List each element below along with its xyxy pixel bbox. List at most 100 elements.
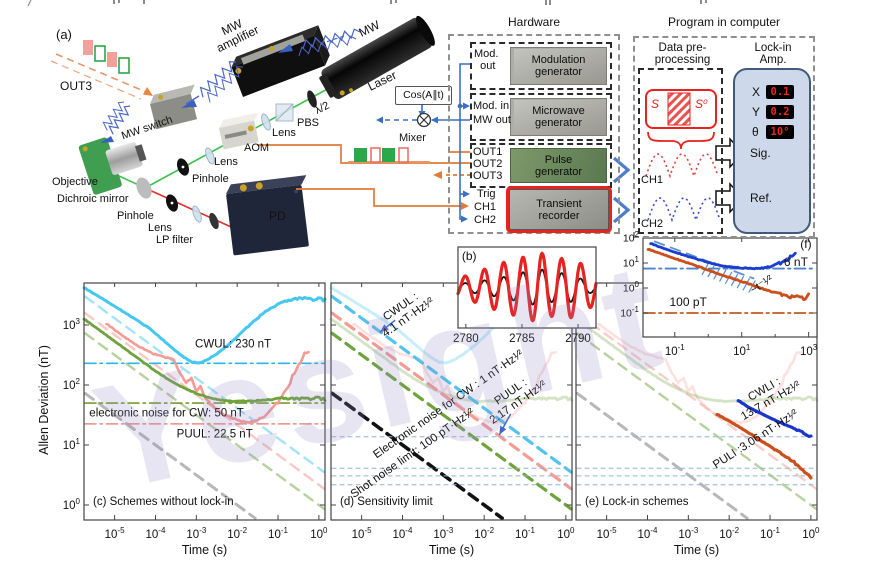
lockin-ref-label: Ref. (750, 191, 773, 205)
x-tick-label: 10-1 (760, 526, 780, 541)
hardware-wires-blue (378, 63, 470, 220)
mixer-symbol (416, 112, 432, 128)
out3-signal-line (50, 40, 153, 100)
ref-line (330, 311, 573, 491)
lp-filter-optic (209, 212, 219, 230)
device-name: Modulation generator (531, 54, 586, 78)
label-pinhole-2: Pinhole (117, 210, 154, 222)
s0-hatched-region (667, 92, 691, 126)
label-pd: PD (269, 209, 286, 223)
x-axis-label: Time (s) (673, 543, 720, 557)
series-cw-lock-in (649, 242, 797, 271)
lockin-x-value: 0.1 (766, 85, 794, 99)
half-wave-plate (307, 90, 317, 108)
ref-line (330, 295, 573, 474)
panel-a-label: (a) (56, 27, 72, 42)
ref-line (84, 312, 326, 490)
series-pulsed-lock-in (646, 247, 810, 301)
port-mw-out: MW out (473, 114, 511, 126)
lockin-title-2: Amp. (759, 54, 787, 66)
port-out2: OUT2 (473, 158, 503, 170)
port-out3: OUT3 (473, 170, 503, 182)
hardware-wire-heads-blue (376, 102, 470, 223)
device-name: Pulse generator (534, 153, 583, 178)
x-axis-label: Time (s) (428, 543, 475, 557)
mw-amplifier-device (231, 25, 330, 97)
port-ch2: CH2 (474, 214, 497, 226)
label-aom: AOM (244, 142, 270, 154)
x-tick-label: 10-1 (664, 343, 685, 358)
label-lens-3: Lens (148, 222, 172, 234)
device-name: Microwave generator (532, 105, 585, 129)
modulation-generator-photo: Modulation generator (510, 47, 607, 85)
x-tick-label: 10-4 (392, 526, 413, 541)
lockin-x-label: X (752, 85, 761, 99)
preprocessing-box (638, 68, 723, 234)
underbrace (647, 131, 715, 150)
hardware-outer-box (448, 34, 620, 234)
cos-modulation-box: Cos(A∥t) (395, 86, 452, 105)
pbs-cube (275, 103, 294, 122)
x-tick-label: 100 (557, 526, 575, 541)
ref-line (576, 312, 818, 490)
preprocessing-title-1: Data pre- (658, 42, 707, 54)
pulse-pink-2 (107, 52, 117, 67)
chart-panel-c (82, 282, 327, 521)
series-cw-lock-in-(cwli) (736, 399, 813, 438)
device-name: Transient recorder (536, 197, 582, 222)
panel-label-d: (d) Sensitivity limit (340, 496, 433, 508)
lockin-y-label: Y (752, 105, 761, 119)
pulse-train-mid (348, 147, 430, 163)
label-mixer: Mixer (399, 132, 426, 144)
series-pulsed-unlocked-(puul) (597, 322, 802, 425)
x-axis-label: Time (s) (181, 543, 228, 557)
x-tick-label: 10-5 (596, 526, 617, 541)
label-ch2-wave: CH2 (641, 218, 664, 230)
lockin-sig-label: Sig. (750, 146, 771, 160)
chart-annotation: electronic noise for CW: 50 nT (89, 407, 244, 420)
chart-annotation: (f) (800, 237, 812, 252)
device-box-modulation-generator: Modulation generator (470, 42, 612, 90)
ref-line (84, 295, 326, 474)
label-pbs: PBS (297, 117, 320, 129)
y-tick-label: 102 (62, 377, 80, 392)
pulse-green-1 (94, 45, 106, 62)
label-lens-2: Lens (214, 156, 238, 168)
y-tick-label: 103 (62, 317, 80, 332)
port-mod-in: Mod. in (473, 100, 510, 112)
label-pinhole-1: Pinhole (192, 173, 229, 185)
x-tick-label: 100 (802, 526, 820, 541)
hatch-mark (742, 278, 750, 291)
mw-wave-arrows (100, 28, 361, 143)
series-pulsed-lock-in-(puli) (715, 413, 813, 480)
x-tick-label: 10-1 (515, 526, 535, 541)
pulse-generator-photo: Pulse generator (510, 148, 607, 183)
lens-2 (205, 147, 215, 165)
hardware-title: Hardware (507, 15, 561, 29)
series-pulsed-unlocked-(puul) (105, 322, 310, 425)
y-tick-label: 100 (62, 497, 80, 512)
series-pulsed-unlocked-(puul) (352, 322, 557, 425)
lens-1 (261, 113, 271, 131)
lockin-theta-label: θ (752, 125, 759, 139)
chart-panel-f (642, 237, 818, 338)
chart-annotation: (b) (461, 248, 477, 263)
program-title: Program in computer (667, 15, 781, 29)
x-tick-label: 10-4 (637, 526, 658, 541)
series-signal (456, 251, 598, 323)
ref-line (330, 391, 504, 521)
x-tick-label: 10-5 (351, 526, 372, 541)
pulse-green-2 (118, 57, 130, 74)
wire-arrowheads-orange (433, 171, 469, 210)
y-tick-label: 101 (622, 255, 639, 270)
preprocessing-signal-diagram (645, 89, 717, 150)
pinhole-2 (165, 194, 179, 212)
series-cw-unlocked-(cwul) (82, 286, 327, 365)
pinhole-1 (176, 158, 190, 176)
panel-label-e: (e) Lock-in schemes (585, 496, 689, 508)
chart-panel-b (456, 246, 598, 329)
pulse-pink-1 (83, 40, 93, 55)
y-tick-label: 10-1 (620, 305, 639, 320)
label-lp-filter: LP filter (156, 234, 194, 246)
laser-device (319, 15, 435, 99)
